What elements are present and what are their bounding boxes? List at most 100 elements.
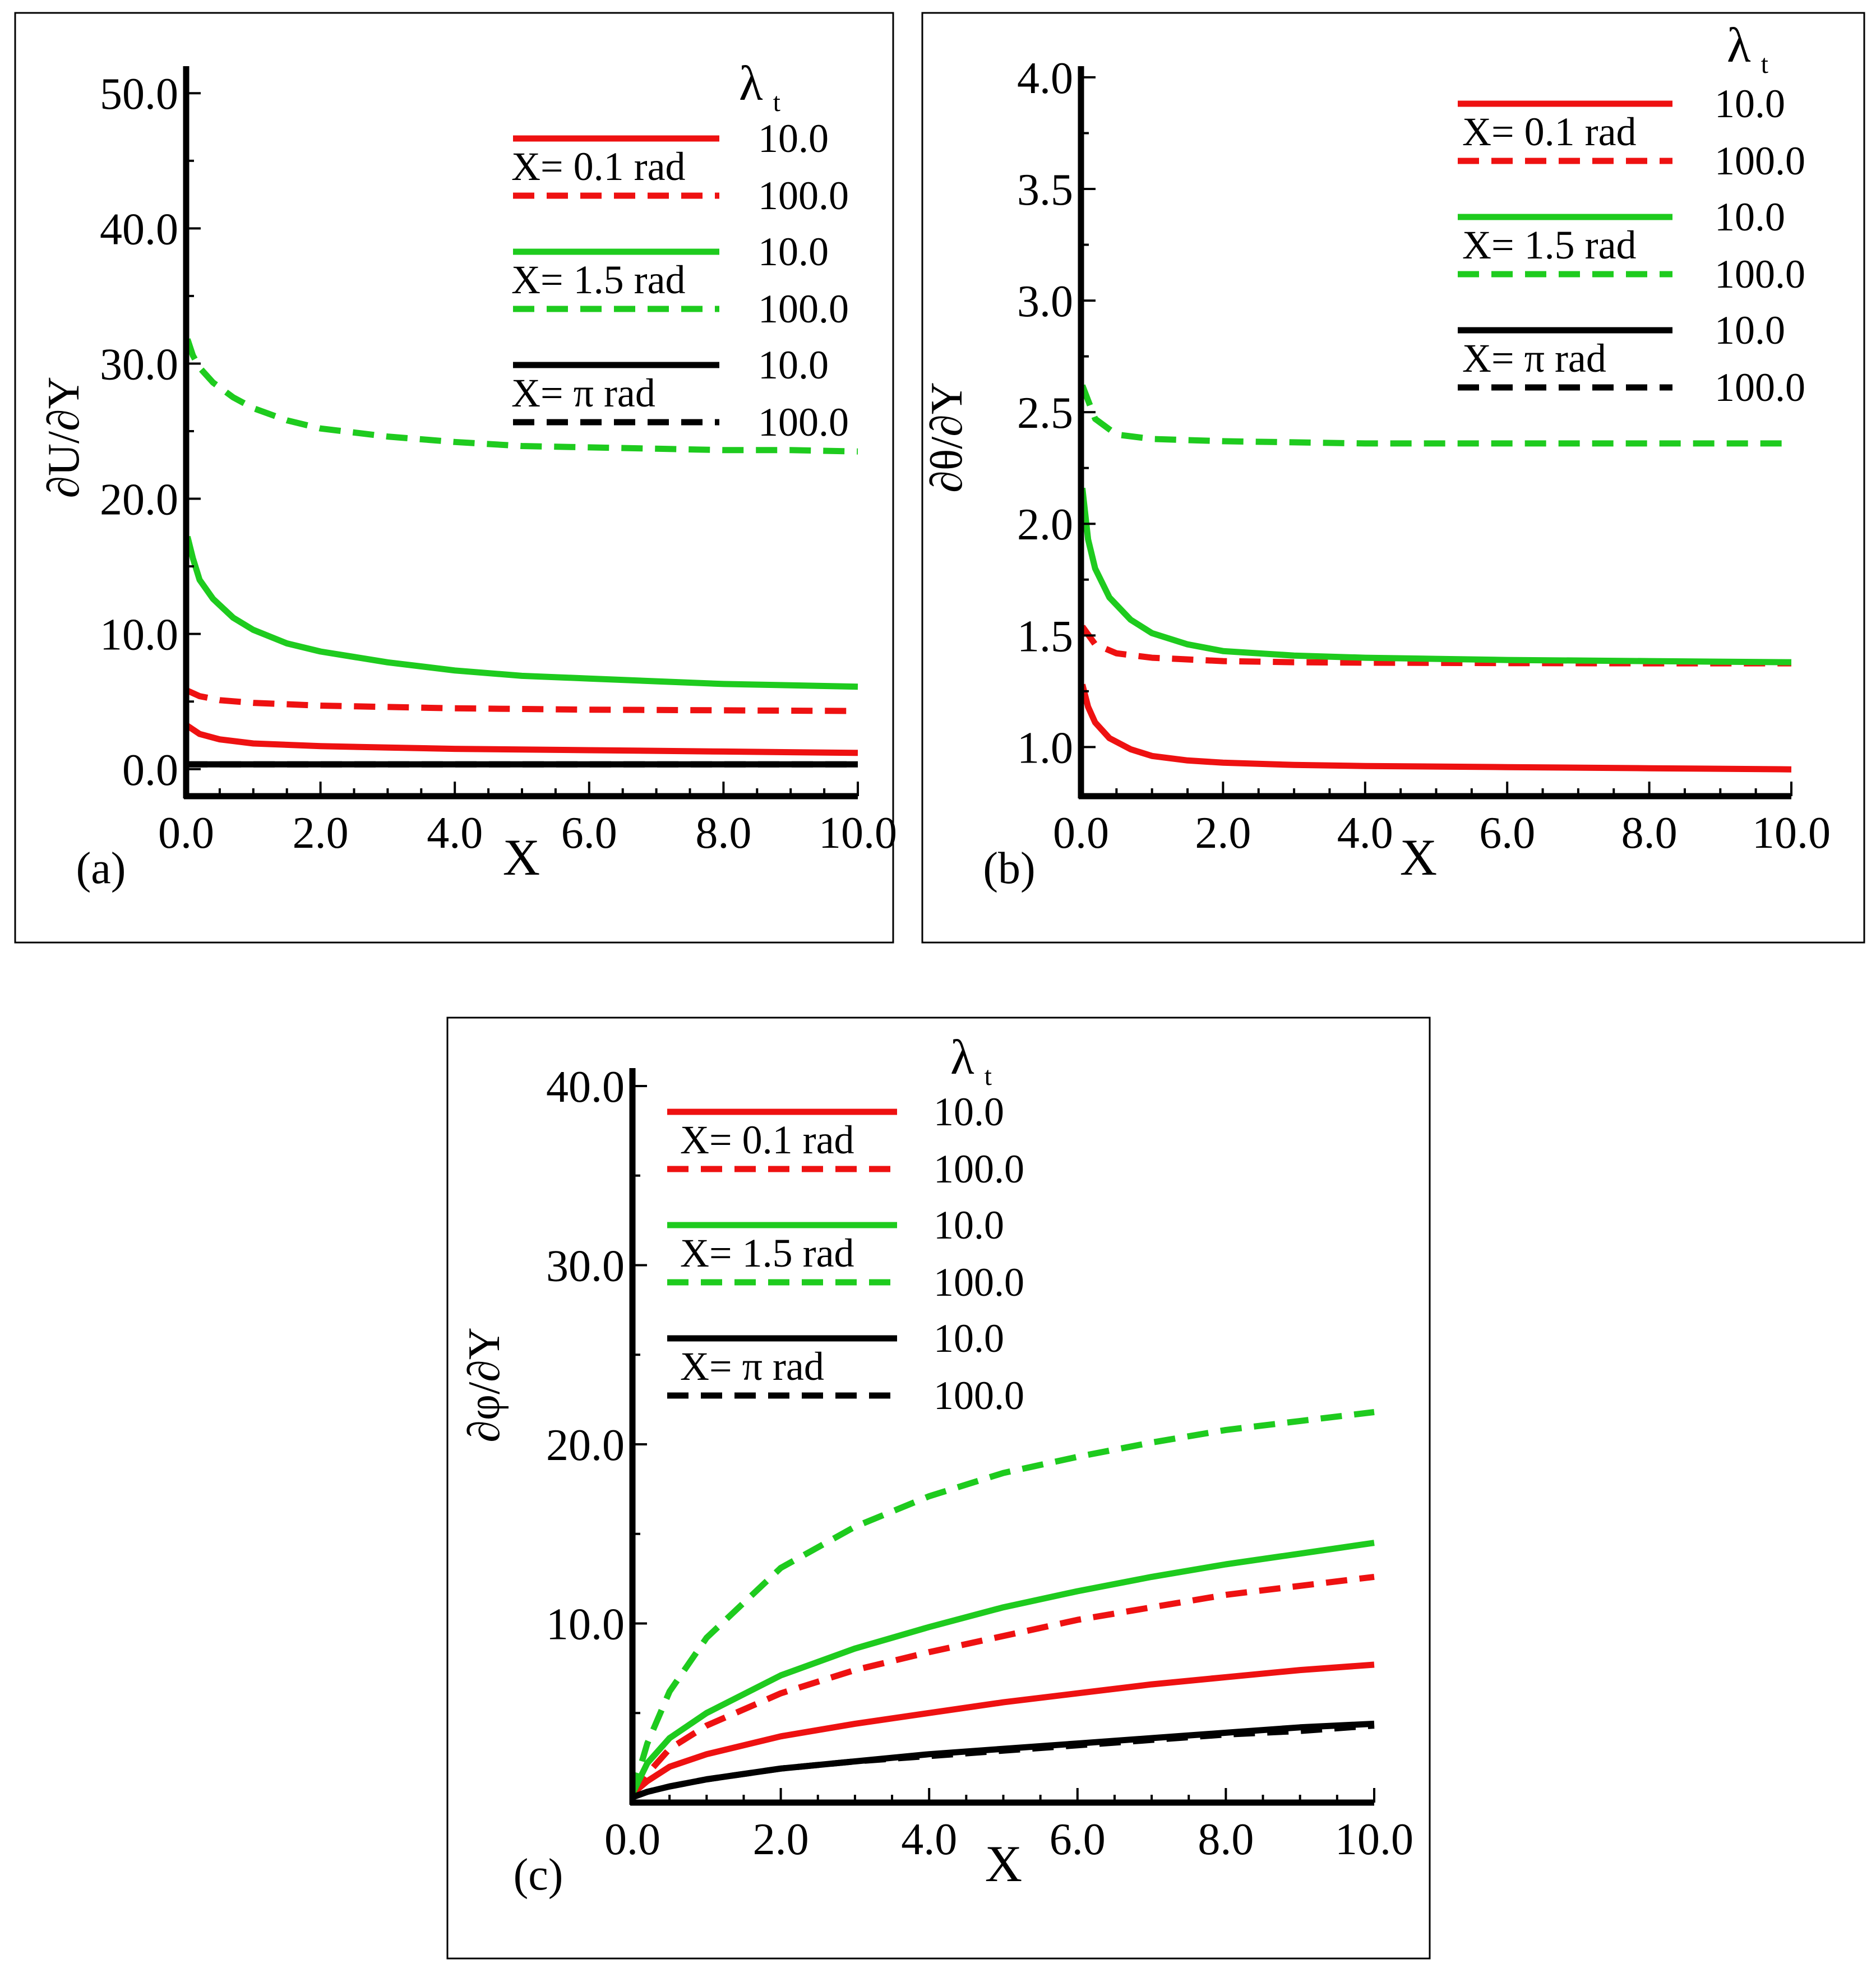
y-tick-label: 4.0 xyxy=(1017,54,1073,103)
x-tick-label: 2.0 xyxy=(1195,809,1251,858)
legend-entry-value: 10.0 xyxy=(1715,195,1785,239)
y-tick-label: 30.0 xyxy=(100,340,178,389)
x-axis-label: X xyxy=(503,829,540,886)
legend-entry-value: 100.0 xyxy=(1715,365,1805,410)
series-line xyxy=(1079,683,1792,773)
y-tick-label: 3.5 xyxy=(1017,165,1073,215)
legend-title-subscript: t xyxy=(985,1061,992,1091)
series-line xyxy=(629,1409,1375,1795)
x-tick-label: 2.0 xyxy=(293,809,349,858)
y-tick-label: 2.0 xyxy=(1017,500,1073,549)
legend: λ t X= 0.1 rad 10.0 100.0 X= 1.5 rad 10.0 100.0… xyxy=(511,57,849,445)
series-group xyxy=(1079,384,1792,800)
legend-group-label: X= π rad xyxy=(1462,336,1606,381)
chart-panel-2: 0.0 2.0 4.0 6.0 8.0 10.0 1.0 1.5 2.0 2.5 3.0 3.5 4.0… xyxy=(921,12,1865,944)
series-line xyxy=(186,723,858,756)
x-tick-label: 4.0 xyxy=(901,1815,957,1864)
y-tick-label: 30.0 xyxy=(546,1241,625,1291)
y-tick-label: 10.0 xyxy=(100,611,178,660)
y-tick-label: 1.0 xyxy=(1017,723,1073,773)
legend-entry-value: 100.0 xyxy=(934,1260,1024,1305)
y-tick-label: 0.0 xyxy=(122,746,178,795)
legend-group-label: X= 0.1 rad xyxy=(680,1117,854,1162)
panel-label: (a) xyxy=(76,844,126,893)
x-tick-label: 6.0 xyxy=(561,809,617,858)
legend-group-label: X= 1.5 rad xyxy=(511,257,686,302)
chart-panel-3: 0.0 2.0 4.0 6.0 8.0 10.0 10.0 20.0 30.0 40.0 X ∂φ/∂… xyxy=(446,1017,1431,1960)
x-tick-label: 10.0 xyxy=(819,809,897,858)
legend-entry-value: 10.0 xyxy=(758,116,829,161)
y-tick-label: 2.5 xyxy=(1017,389,1073,438)
x-tick-label: 4.0 xyxy=(1337,809,1393,858)
legend-group-label: X= 0.1 rad xyxy=(1462,109,1637,154)
y-tick-label: 1.5 xyxy=(1017,612,1073,661)
series-line xyxy=(631,1722,1375,1800)
y-tick-label: 20.0 xyxy=(100,475,178,525)
x-axis-label: X xyxy=(985,1835,1022,1892)
y-tick-label: 40.0 xyxy=(100,205,178,254)
legend-entry-value: 100.0 xyxy=(758,400,849,445)
legend-group-label: X= 0.1 rad xyxy=(511,144,686,189)
y-tick-label: 3.0 xyxy=(1017,277,1073,326)
legend-entry-value: 10.0 xyxy=(934,1203,1004,1248)
x-tick-label: 6.0 xyxy=(1050,1815,1106,1864)
legend-entry-value: 10.0 xyxy=(758,343,829,387)
legend-entry-value: 100.0 xyxy=(758,287,849,331)
legend-entry-value: 100.0 xyxy=(1715,138,1805,183)
panel-frame xyxy=(446,1017,1431,1960)
series-line xyxy=(184,535,858,690)
legend-entry-value: 10.0 xyxy=(1715,308,1785,353)
legend-title-subscript: t xyxy=(1761,49,1769,79)
series-line xyxy=(1079,487,1792,666)
legend: λ t X= 0.1 rad 10.0 100.0 X= 1.5 rad 10.0 100.0… xyxy=(667,1031,1024,1418)
y-tick-label: 50.0 xyxy=(100,70,178,119)
legend-entry-value: 10.0 xyxy=(934,1089,1004,1134)
x-tick-label: 4.0 xyxy=(427,809,483,858)
legend-entry-value: 100.0 xyxy=(758,173,849,218)
legend-title-symbol: λ xyxy=(1727,19,1751,73)
x-tick-label: 8.0 xyxy=(1198,1815,1254,1864)
y-tick-label: 20.0 xyxy=(546,1421,625,1470)
legend-title-subscript: t xyxy=(773,87,781,117)
series-line xyxy=(630,1540,1375,1795)
y-axis-label: ∂U/∂Y xyxy=(39,377,89,498)
legend-group-label: X= π rad xyxy=(511,371,655,415)
series-line xyxy=(1079,384,1791,447)
series-group xyxy=(629,1409,1375,1800)
legend-entry-value: 10.0 xyxy=(934,1316,1004,1361)
x-tick-label: 2.0 xyxy=(753,1815,809,1864)
legend-title-symbol: λ xyxy=(950,1031,974,1085)
series-line xyxy=(184,338,858,455)
legend-group-label: X= 1.5 rad xyxy=(680,1231,854,1276)
legend: λ t X= 0.1 rad 10.0 100.0 X= 1.5 rad 10.0 100.0… xyxy=(1458,19,1805,410)
series-line xyxy=(630,1661,1375,1796)
x-tick-label: 10.0 xyxy=(1335,1815,1413,1864)
x-tick-label: 8.0 xyxy=(1621,809,1678,858)
x-tick-label: 0.0 xyxy=(604,1815,660,1864)
legend-group-label: X= π rad xyxy=(680,1344,824,1389)
x-tick-label: 10.0 xyxy=(1752,809,1831,858)
y-axis-label: ∂φ/∂Y xyxy=(460,1327,509,1442)
series-line xyxy=(630,1573,1375,1796)
legend-entry-value: 100.0 xyxy=(1715,252,1805,297)
x-tick-label: 8.0 xyxy=(695,809,751,858)
panel-frame xyxy=(921,12,1865,944)
x-axis-label: X xyxy=(1400,829,1437,886)
legend-entry-value: 10.0 xyxy=(758,229,829,274)
legend-entry-value: 100.0 xyxy=(934,1147,1024,1191)
y-axis-label: ∂θ/∂Y xyxy=(922,382,972,492)
chart-panel-1: 0.0 2.0 4.0 6.0 8.0 10.0 0.0 10.0 20.0 30.0 40.0 50… xyxy=(14,12,897,944)
legend-group-label: X= 1.5 rad xyxy=(1462,223,1637,267)
panel-label: (b) xyxy=(983,844,1035,893)
series-line xyxy=(186,687,858,714)
legend-entry-value: 100.0 xyxy=(934,1373,1024,1418)
panel-frame xyxy=(14,12,894,944)
legend-entry-value: 10.0 xyxy=(1715,81,1785,126)
series-line xyxy=(631,1720,1375,1800)
legend-title-symbol: λ xyxy=(739,57,763,111)
x-tick-label: 0.0 xyxy=(1053,809,1109,858)
